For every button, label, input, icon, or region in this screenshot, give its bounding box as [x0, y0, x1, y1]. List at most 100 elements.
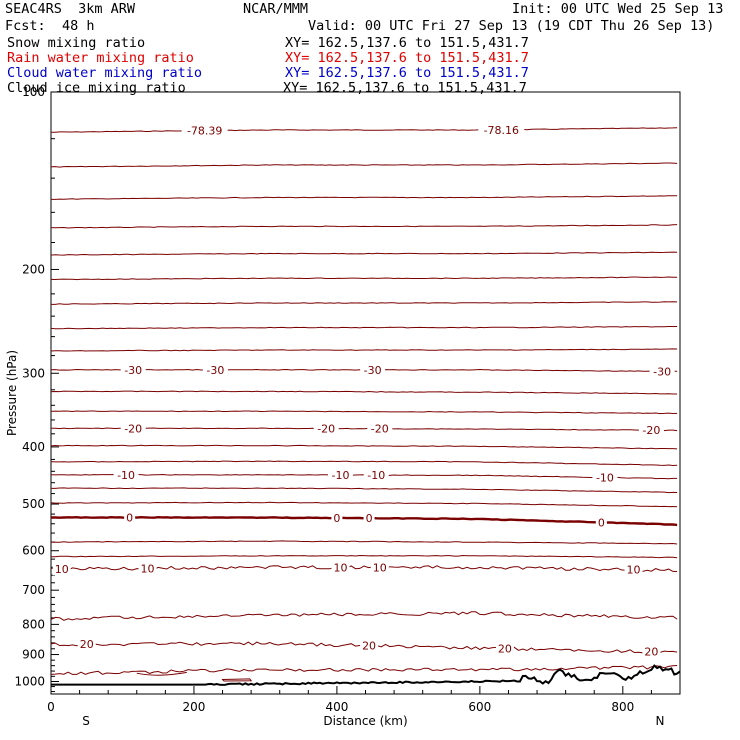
contour-label-bg: [124, 511, 136, 524]
contour-label-bg: [202, 363, 228, 376]
contour-label: 10: [373, 561, 387, 574]
isotherm-line: [51, 444, 678, 450]
isotherm-line: [51, 127, 678, 133]
isotherm-line: [51, 224, 678, 229]
field-name-snow: Snow mixing ratio: [7, 35, 146, 51]
contour-label: 0: [366, 512, 373, 525]
forecast-label: Fcst:: [5, 18, 46, 34]
valid-time: Valid: 00 UTC Fri 27 Sep 13 (19 CDT Thu …: [308, 18, 715, 34]
contour-label-bg: [370, 561, 389, 574]
contour-label-bg: [595, 516, 607, 529]
contour-label: -20: [371, 423, 389, 436]
y-tick-label: 400: [22, 440, 45, 454]
contour-label-bg: [52, 563, 71, 576]
isotherm-line: [51, 251, 678, 256]
contour-label: -10: [596, 472, 614, 485]
contour-label: -10: [367, 469, 385, 482]
x-tick-label: 600: [468, 700, 491, 714]
contour-label-bg: [638, 424, 664, 437]
contour-label-bg: [120, 363, 146, 376]
contour-label: 10: [55, 563, 69, 576]
contour-label-bg: [367, 422, 393, 435]
x-tick-label: 400: [325, 700, 348, 714]
x-axis-label: Distance (km): [323, 714, 407, 728]
closed-contour: [221, 678, 253, 682]
contour-label-bg: [624, 563, 643, 576]
contour-label-bg: [331, 511, 343, 524]
org-label: NCAR/MMM: [243, 1, 309, 17]
isotherm-line: [51, 195, 678, 200]
isotherm-line: [51, 487, 678, 494]
contour-label: -78.39: [187, 125, 222, 138]
field-xy-cloud-water: XY= 162.5,137.6 to 151.5,431.7: [285, 65, 529, 81]
field-xy-rain: XY= 162.5,137.6 to 151.5,431.7: [285, 50, 529, 66]
isotherm-line: [51, 540, 678, 545]
isotherm-line: [51, 665, 678, 675]
contour-label-bg: [138, 562, 157, 575]
isotherm-line: [51, 276, 678, 281]
contour-label: 10: [140, 562, 154, 575]
contour-label-bg: [113, 468, 139, 481]
contour-label: -30: [206, 364, 224, 377]
isotherm-bump: [136, 671, 187, 676]
y-tick-label: 500: [22, 497, 45, 511]
y-tick-label: 1000: [14, 675, 45, 689]
contour-label-bg: [327, 468, 353, 481]
contour-label: -30: [653, 365, 671, 378]
contour-label-bg: [592, 471, 618, 484]
contour-label: -30: [124, 364, 142, 377]
contour-label: -10: [331, 469, 349, 482]
field-xy-snow: XY= 162.5,137.6 to 151.5,431.7: [285, 35, 529, 51]
contour-label-bg: [77, 638, 96, 651]
field-name-rain: Rain water mixing ratio: [7, 50, 194, 66]
field-name-cloud-water: Cloud water mixing ratio: [7, 65, 203, 81]
contour-label-bg: [642, 645, 661, 658]
contour-label: 20: [498, 642, 512, 655]
forecast-hour: 48 h: [62, 18, 95, 34]
x-tick-label: 200: [183, 700, 206, 714]
contour-label-bg: [331, 561, 350, 574]
isotherm-line: [51, 554, 678, 559]
contour-label: 10: [333, 561, 347, 574]
x-tick-label: 0: [47, 700, 55, 714]
contour-label-bg: [360, 363, 386, 376]
contour-label-bg: [495, 642, 514, 655]
contour-label: -20: [124, 422, 142, 435]
contour-label: 10: [627, 564, 641, 577]
contour-label: 20: [80, 638, 94, 651]
isotherm-line: [51, 611, 678, 621]
terrain-line: [51, 664, 680, 686]
isotherm-line: [51, 348, 678, 352]
contour-label-bg: [360, 639, 379, 652]
contour-label-bg: [313, 422, 339, 435]
y-tick-label: 800: [22, 617, 45, 631]
y-tick-label: 200: [22, 262, 45, 276]
isotherm-line: [51, 460, 678, 467]
contour-label-bg: [181, 124, 228, 137]
contour-label: 0: [126, 512, 133, 525]
y-tick-label: 700: [22, 583, 45, 597]
isotherm-line: [51, 427, 678, 432]
contour-label-bg: [649, 365, 675, 378]
y-tick-label: 600: [22, 544, 45, 558]
isotherm-line: [51, 501, 678, 508]
x-tick-label: 800: [611, 700, 634, 714]
contour-label: -78.16: [484, 124, 519, 137]
isotherm-line: [51, 162, 678, 168]
contour-label: -10: [117, 469, 135, 482]
contour-label-bg: [120, 422, 146, 435]
model-title: SEAC4RS 3km ARW: [5, 1, 136, 17]
isotherm-line: [51, 326, 678, 330]
contour-label: 20: [362, 640, 376, 653]
init-time: Init: 00 UTC Wed 25 Sep 13: [512, 1, 724, 17]
isotherm-line: [51, 390, 678, 395]
contour-label: -20: [317, 423, 335, 436]
contour-label-bg: [478, 123, 525, 136]
contour-label-bg: [363, 512, 375, 525]
isotherm-line: [51, 301, 678, 305]
y-axis-label: Pressure (hPa): [5, 350, 19, 436]
contour-label: 20: [644, 646, 658, 659]
y-tick-label: 100: [22, 85, 45, 99]
south-end-label: S: [82, 714, 90, 728]
